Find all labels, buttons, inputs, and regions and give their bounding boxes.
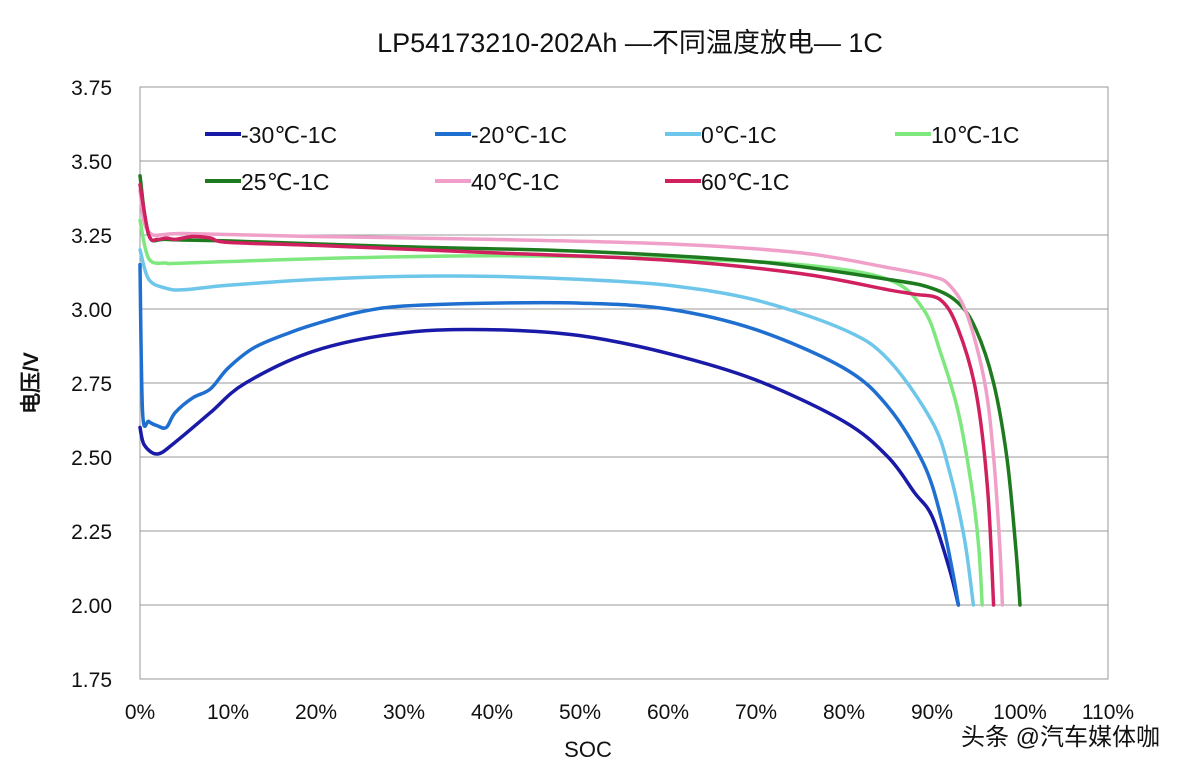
x-tick-label: 20% [295, 701, 337, 724]
legend: -30℃-1C -20℃-1C 0℃-1C 10℃-1C 25℃-1C 40℃-1C 60℃… [205, 122, 1019, 195]
y-tick-label: 2.00 [71, 595, 112, 618]
x-tick-label: 70% [735, 701, 777, 724]
y-tick-label: 2.75 [71, 373, 112, 396]
x-tick-label: 10% [207, 701, 249, 724]
y-tick-label: 3.00 [71, 299, 112, 322]
legend-label: 60℃-1C [701, 169, 789, 195]
y-axis-label: 电压/V [20, 352, 43, 414]
x-axis-label: SOC [564, 737, 612, 762]
legend-label: 10℃-1C [931, 122, 1019, 148]
y-tick-label: 3.75 [71, 77, 112, 100]
series-line [138, 248, 976, 607]
y-axis-ticks: 1.75 2.00 2.25 2.50 2.75 3.00 3.25 3.50 3.75 [71, 77, 112, 692]
x-tick-label: 50% [559, 701, 601, 724]
x-tick-label: 90% [911, 701, 953, 724]
x-tick-label: 40% [471, 701, 513, 724]
legend-label: -30℃-1C [241, 122, 337, 148]
series-line [138, 262, 961, 607]
legend-label: 25℃-1C [241, 169, 329, 195]
x-tick-label: 60% [647, 701, 689, 724]
x-tick-label: 0% [125, 701, 155, 724]
y-tick-label: 2.25 [71, 521, 112, 544]
y-tick-label: 1.75 [71, 669, 112, 692]
series-line [138, 182, 996, 607]
x-tick-label: 30% [383, 701, 425, 724]
legend-label: -20℃-1C [471, 122, 567, 148]
series-line [138, 188, 1005, 607]
y-tick-label: 3.25 [71, 225, 112, 248]
y-tick-label: 3.50 [71, 151, 112, 174]
legend-label: 0℃-1C [701, 122, 777, 148]
x-tick-label: 80% [823, 701, 865, 724]
x-tick-label: 110% [1082, 701, 1134, 724]
y-tick-label: 2.50 [71, 447, 112, 470]
chart-title: LP54173210-202Ah —不同温度放电— 1C [377, 28, 883, 58]
series-lines [138, 174, 1022, 607]
series-line [138, 327, 961, 607]
series-line [138, 174, 1022, 607]
watermark: 头条 @汽车媒体咖 [961, 724, 1160, 751]
x-axis-ticks: 0% 10% 20% 30% 40% 50% 60% 70% 80% 90% 100% 110% [125, 701, 1134, 724]
legend-label: 40℃-1C [471, 169, 559, 195]
x-tick-label: 100% [993, 701, 1047, 724]
